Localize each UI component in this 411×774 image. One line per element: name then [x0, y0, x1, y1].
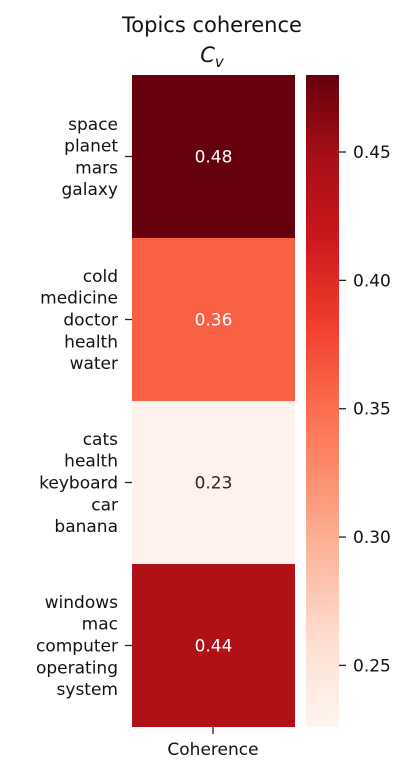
colorbar-tick-label: 0.45	[353, 143, 391, 163]
colorbar-tick-label: 0.25	[353, 656, 391, 676]
row-label-line: system	[57, 680, 118, 700]
row-label-line: health	[64, 332, 118, 352]
colorbar-tick-label: 0.30	[353, 528, 391, 548]
row-label-line: keyboard	[39, 474, 118, 494]
row-label-line: medicine	[40, 289, 118, 309]
colorbar-ticks: 0.25 0.30 0.35 0.40 0.45	[339, 143, 391, 676]
row-label-line: health	[64, 452, 118, 472]
row-label-line: planet	[64, 137, 118, 157]
row-label-line: cats	[83, 430, 118, 450]
chart-subtitle: Cv	[200, 43, 225, 71]
heatmap-cell	[132, 75, 295, 238]
colorbar-tick-label: 0.40	[353, 271, 391, 291]
x-axis: Coherence	[167, 727, 259, 760]
cell-value-label: 0.23	[195, 474, 233, 494]
colorbar: 0.25 0.30 0.35 0.40 0.45	[306, 75, 391, 727]
colorbar-gradient	[306, 75, 339, 727]
row-label-line: water	[70, 354, 118, 374]
row-label-line: mac	[82, 615, 118, 635]
heatmap-cell	[132, 238, 295, 401]
heatmap-cell	[132, 401, 295, 564]
row-label-line: doctor	[63, 311, 118, 331]
cell-value-label: 0.48	[195, 148, 233, 168]
heatmap-cells: 0.48 0.36 0.23 0.44	[132, 75, 295, 727]
x-axis-label: Coherence	[167, 740, 258, 760]
row-label-line: computer	[36, 637, 118, 657]
row-label-line: galaxy	[62, 180, 118, 200]
chart-title: Topics coherence	[121, 13, 302, 37]
colorbar-tick-label: 0.35	[353, 400, 391, 420]
cell-value-label: 0.36	[195, 311, 233, 331]
heatmap-cell	[132, 564, 295, 727]
chart-subtitle-subscript: v	[215, 53, 225, 71]
row-label-line: space	[68, 115, 118, 135]
row-label-line: windows	[45, 593, 118, 613]
row-label-line: car	[91, 495, 118, 515]
row-label-line: banana	[54, 517, 118, 537]
cell-value-label: 0.44	[195, 637, 233, 657]
row-label-line: mars	[75, 158, 118, 178]
chart-subtitle-symbol: C	[200, 43, 215, 67]
row-label-line: cold	[83, 267, 118, 287]
row-label-line: operating	[36, 658, 118, 678]
